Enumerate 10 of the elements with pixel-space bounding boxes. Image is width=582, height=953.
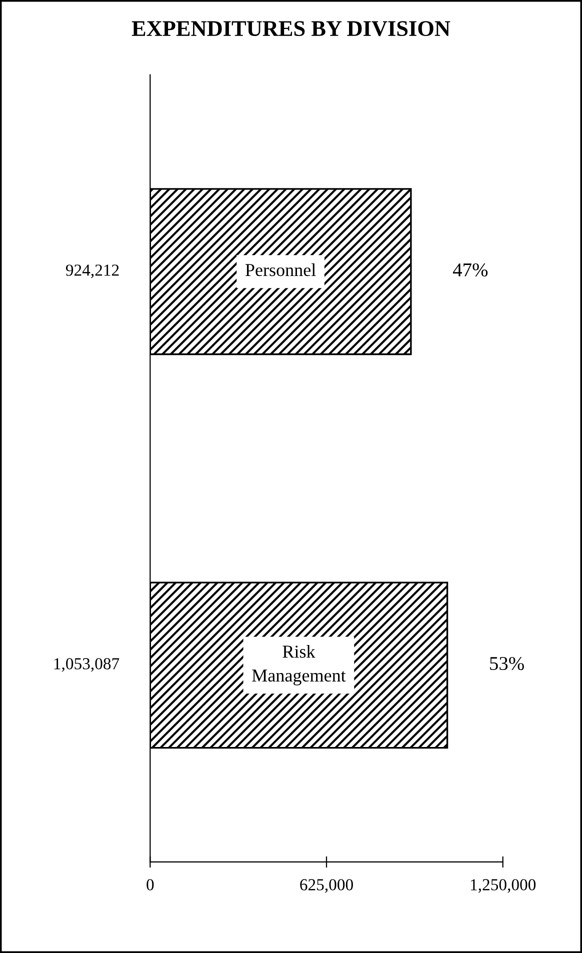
annotation: 47%: [452, 263, 488, 277]
annotation: 53%: [490, 656, 524, 670]
y-tick-label: Personnel: [245, 263, 316, 276]
x-tick-label: 1,250,000: [470, 879, 536, 893]
x-tick-label: 625,000: [300, 879, 353, 893]
data-label: 1,053,087: [54, 658, 120, 672]
chart-title: EXPENDITURES BY DIVISION: [132, 21, 450, 36]
data-label: 924,212: [66, 264, 119, 278]
y-tick-label: Risk Management: [252, 645, 346, 686]
x-tick-label: 0: [146, 879, 154, 890]
